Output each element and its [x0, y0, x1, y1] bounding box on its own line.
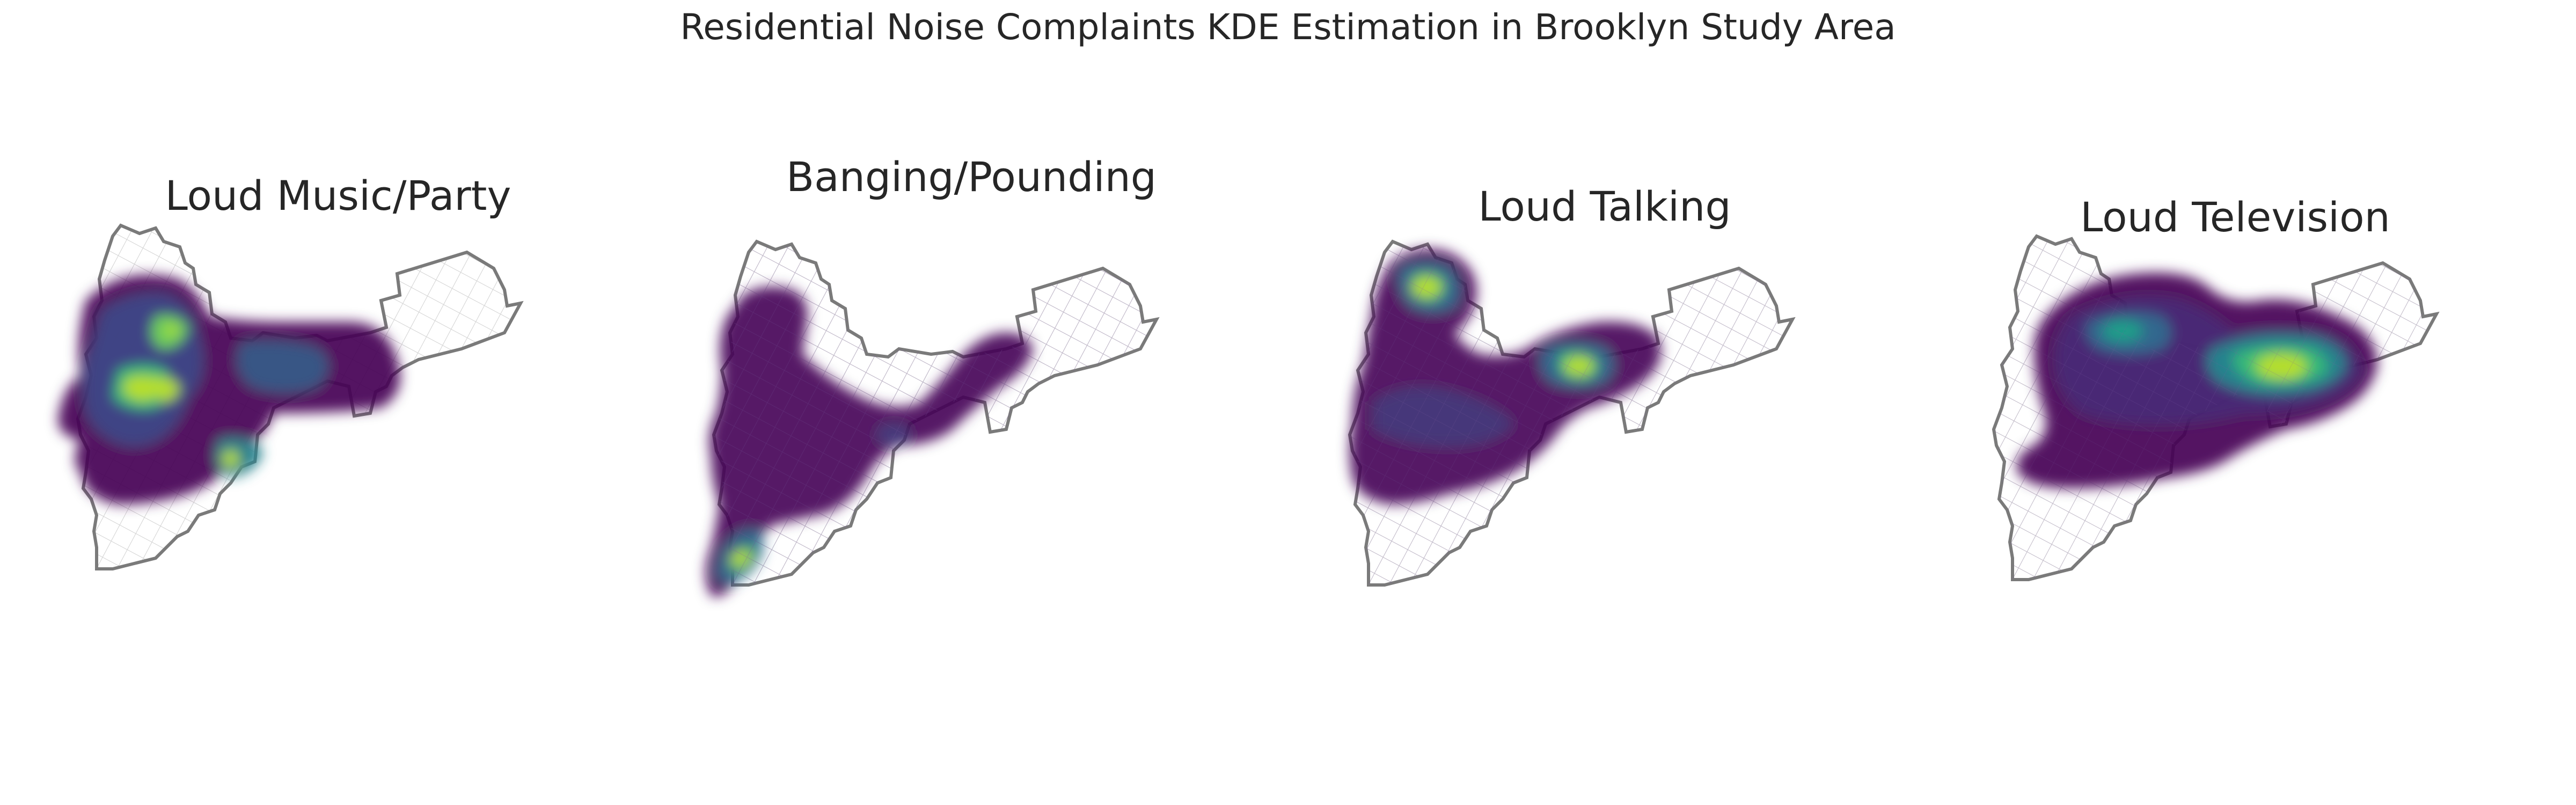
panel-title-music: Loud Music/Party: [165, 172, 511, 219]
panel-banging: [706, 241, 1157, 597]
panel-title-banging: Banging/Pounding: [786, 153, 1157, 201]
panel-title-talking: Loud Talking: [1478, 182, 1731, 230]
figure-title: Residential Noise Complaints KDE Estimat…: [680, 6, 1896, 48]
panel-title-tv: Loud Television: [2080, 193, 2390, 241]
panel-tv: [1994, 236, 2436, 580]
panel-talking: [1350, 241, 1792, 585]
kde-density: [58, 275, 400, 504]
panel-music: [58, 225, 521, 569]
